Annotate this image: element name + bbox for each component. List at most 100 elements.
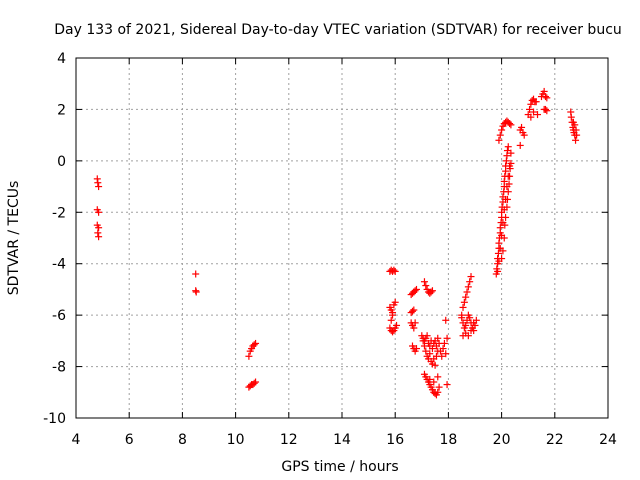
data-point [520,131,528,139]
y-tick-label: -8 [52,360,66,376]
y-tick-label: -6 [52,308,66,324]
data-point [418,332,426,340]
data-point [95,224,103,232]
x-tick-label: 8 [178,432,187,448]
x-tick-label: 4 [72,432,81,448]
data-point [527,113,535,121]
data-point [434,373,442,381]
data-point [572,136,580,144]
data-point [462,321,470,329]
data-point [541,105,549,113]
y-tick-label: 2 [57,102,66,118]
data-point [496,224,504,232]
data-point [470,319,478,327]
data-point [419,337,427,345]
data-point [442,350,450,358]
data-point [431,361,439,369]
data-point [426,375,434,383]
data-point [526,105,534,113]
x-tick-label: 6 [125,432,134,448]
chart-title: Day 133 of 2021, Sidereal Day-to-day VTE… [54,22,622,38]
data-point [427,288,435,296]
data-point [543,94,551,102]
data-point [94,229,102,237]
data-point [530,108,538,116]
y-tick-label: -2 [52,205,66,221]
x-axis-label: GPS time / hours [281,459,398,475]
data-point [573,131,581,139]
data-point [387,316,395,324]
data-point [499,219,507,227]
data-point [428,287,436,295]
data-point [504,188,512,196]
data-point [443,381,451,389]
data-point [466,314,474,322]
data-point [502,195,510,203]
data-point [443,334,451,342]
data-point [192,288,200,296]
data-point [432,352,440,360]
data-point [426,350,434,358]
x-tick-label: 14 [333,432,351,448]
data-point [430,378,438,386]
grid-lines [76,58,608,418]
data-point [252,339,260,347]
x-tick-label: 18 [439,432,457,448]
data-point [410,324,418,332]
data-point [466,278,474,286]
data-point [467,273,475,281]
y-axis-label: SDTVAR / TECUs [6,181,22,296]
data-point [391,267,399,275]
data-point [527,100,535,108]
data-point [459,303,467,311]
data-point [192,270,200,278]
data-point [439,345,447,353]
data-point [462,293,470,301]
data-point [494,267,502,275]
data-point [412,345,420,353]
data-point [458,311,466,319]
data-point [434,347,442,355]
data-point [422,282,430,290]
data-point [571,121,579,129]
data-point [507,149,515,157]
data-point [506,120,514,128]
data-point [464,332,472,340]
data-point [434,388,442,396]
data-point [504,172,512,180]
data-point [502,213,510,221]
data-point [496,244,504,252]
data-point [250,341,258,349]
data-point [410,306,418,314]
data-point [504,143,512,151]
data-point [250,379,258,387]
data-point [422,347,430,355]
data-point [420,342,428,350]
data-point [507,121,515,129]
data-point [252,378,260,386]
data-point [411,287,419,295]
data-point [567,113,575,121]
data-point [503,183,511,191]
data-point [389,328,397,336]
data-point [543,107,551,115]
x-tick-label: 10 [227,432,245,448]
data-point [464,283,472,291]
y-tick-label: -10 [43,411,66,427]
data-point [516,141,524,149]
data-point [460,298,468,306]
data-point [95,208,103,216]
data-point [408,307,416,315]
data-point [95,233,103,241]
data-points [93,87,581,399]
data-point [434,334,442,342]
data-point [463,288,471,296]
data-point [412,285,420,293]
y-tick-label: 4 [57,51,66,67]
data-point [245,352,253,360]
data-point [94,179,102,187]
y-tick-label: 0 [57,154,66,170]
data-point [541,93,549,101]
data-point [390,266,398,274]
